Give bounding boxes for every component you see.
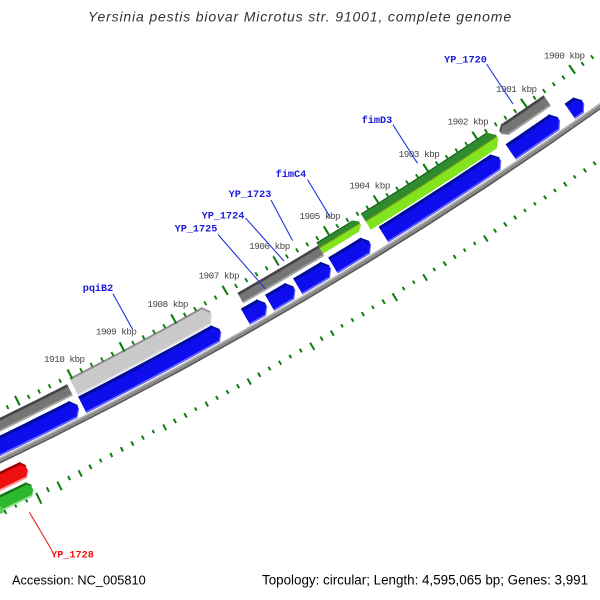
svg-text:1906 kbp: 1906 kbp	[249, 241, 290, 252]
svg-text:fimC4: fimC4	[276, 169, 307, 181]
svg-text:YP_1728: YP_1728	[51, 551, 94, 562]
svg-text:Topology: circular; Length: 4,: Topology: circular; Length: 4,595,065 bp…	[262, 573, 588, 588]
svg-text:YP_1725: YP_1725	[175, 225, 218, 236]
svg-text:1902 kbp: 1902 kbp	[448, 117, 489, 128]
svg-text:1904 kbp: 1904 kbp	[349, 180, 390, 191]
svg-text:pqiB2: pqiB2	[83, 283, 114, 295]
svg-text:1900 kbp: 1900 kbp	[544, 50, 585, 61]
svg-text:1910 kbp: 1910 kbp	[44, 354, 85, 365]
svg-text:Yersinia pestis biovar Microtu: Yersinia pestis biovar Microtus str. 910…	[88, 9, 512, 25]
svg-text:Accession: NC_005810: Accession: NC_005810	[12, 573, 146, 588]
svg-text:1908 kbp: 1908 kbp	[147, 299, 188, 310]
svg-text:YP_1723: YP_1723	[229, 190, 272, 201]
svg-text:1907 kbp: 1907 kbp	[198, 270, 239, 281]
svg-text:1901 kbp: 1901 kbp	[496, 84, 537, 95]
svg-text:1909 kbp: 1909 kbp	[96, 327, 137, 338]
svg-text:fimD3: fimD3	[362, 115, 393, 127]
svg-text:1905 kbp: 1905 kbp	[299, 211, 340, 222]
svg-text:1903 kbp: 1903 kbp	[399, 149, 440, 160]
svg-text:YP_1720: YP_1720	[444, 55, 487, 66]
svg-text:YP_1724: YP_1724	[202, 212, 245, 223]
